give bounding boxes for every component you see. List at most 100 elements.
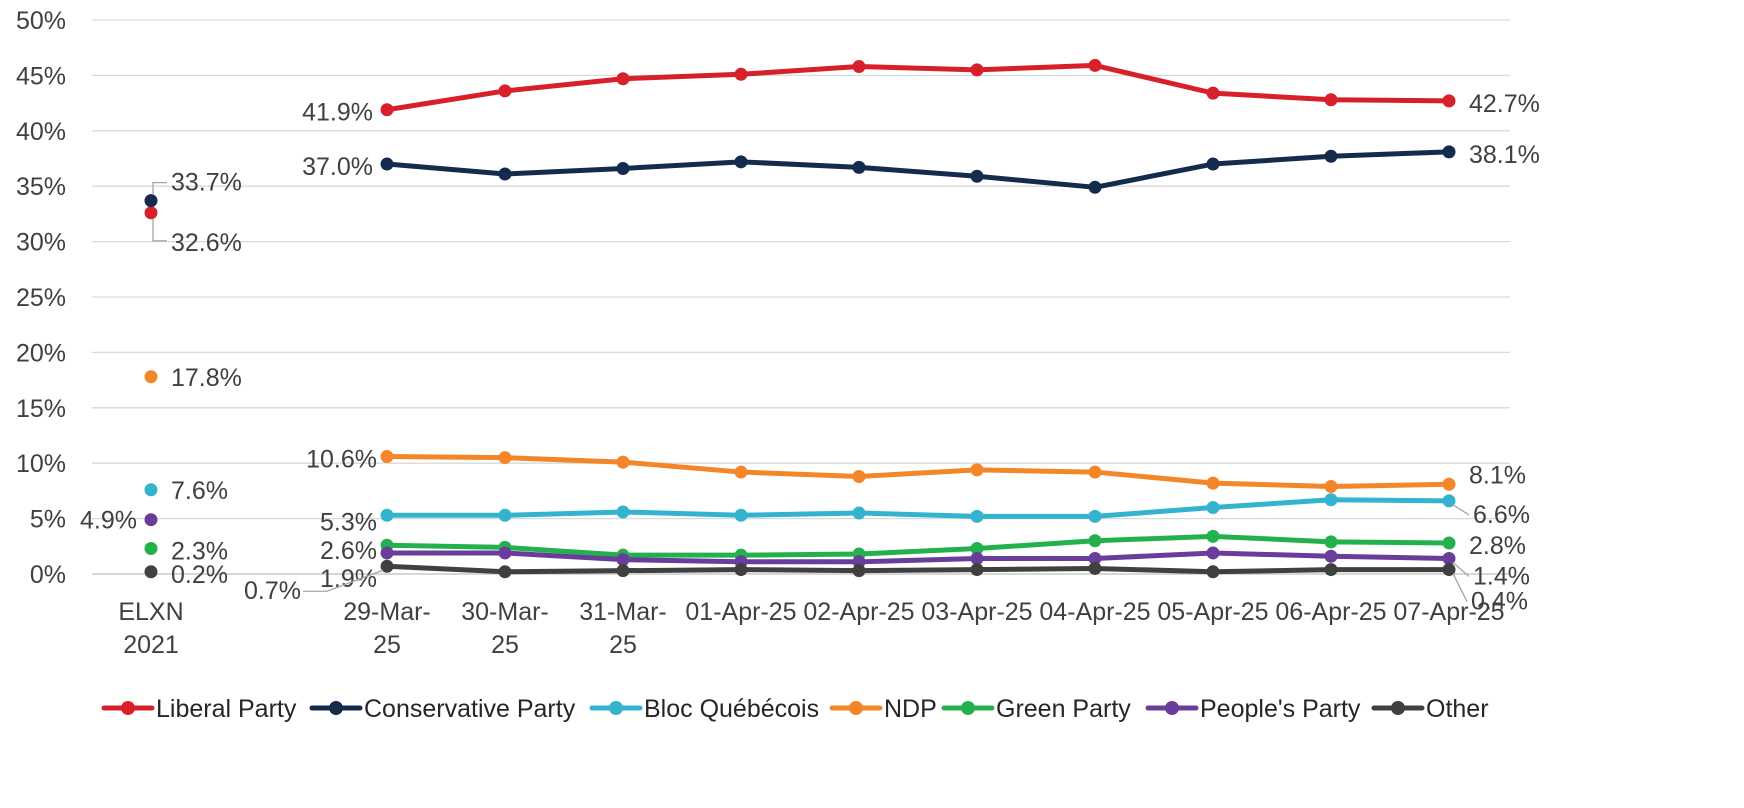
x-tick-label: 31-Mar- bbox=[579, 598, 667, 626]
legend: Liberal Party Conservative Party Bloc Québ… bbox=[101, 695, 1489, 723]
x-tick-label-election: 2021 bbox=[123, 631, 179, 659]
data-point-other bbox=[1442, 563, 1456, 577]
data-point-conservative-party bbox=[970, 169, 984, 183]
first-label-ndp: 10.6% bbox=[306, 446, 377, 474]
data-point-green-party bbox=[1324, 535, 1338, 549]
election-label-green-party: 2.3% bbox=[171, 538, 228, 566]
data-point-bloc-qu-b-cois bbox=[1206, 501, 1220, 515]
data-point-people-s-party bbox=[1324, 549, 1338, 563]
data-point-conservative-party bbox=[852, 160, 866, 174]
y-axis: 0% 5% 10% 15% 20% 25% 30% 35% 40% 45% 50% bbox=[16, 7, 66, 589]
data-point-people-s-party bbox=[380, 546, 394, 560]
data-point-other bbox=[970, 563, 984, 577]
x-tick-label: 05-Apr-25 bbox=[1157, 598, 1268, 626]
data-point-people-s-party bbox=[1088, 551, 1102, 565]
x-tick-label: 07-Apr-25 bbox=[1393, 598, 1504, 626]
data-point-bloc-qu-b-cois bbox=[1324, 493, 1338, 507]
legend-label-other: Other bbox=[1426, 695, 1489, 723]
last-label-bloc-qu-b-cois: 6.6% bbox=[1473, 501, 1530, 529]
data-point-ndp bbox=[380, 450, 394, 464]
x-tick-label: 29-Mar- bbox=[343, 598, 431, 626]
election-point-green-party bbox=[144, 542, 158, 556]
series-line-other bbox=[384, 563, 1452, 575]
data-point-bloc-qu-b-cois bbox=[852, 506, 866, 520]
data-point-other bbox=[852, 564, 866, 578]
y-tick-label: 40% bbox=[16, 118, 66, 146]
first-label-conservative-party: 37.0% bbox=[302, 153, 373, 181]
data-point-liberal-party bbox=[1088, 58, 1102, 72]
series-group bbox=[144, 58, 1456, 579]
data-point-green-party bbox=[1088, 534, 1102, 548]
first-label-liberal-party: 41.9% bbox=[302, 99, 373, 127]
series-line-conservative-party bbox=[384, 149, 1452, 190]
series-line-bloc-qu-b-cois bbox=[384, 497, 1452, 519]
data-point-liberal-party bbox=[852, 60, 866, 74]
data-point-liberal-party bbox=[498, 84, 512, 98]
data-point-ndp bbox=[734, 465, 748, 479]
data-point-conservative-party bbox=[1206, 157, 1220, 171]
y-tick-label: 15% bbox=[16, 395, 66, 423]
leader-line bbox=[1452, 561, 1470, 577]
data-labels: 32.6% 41.9% 42.7% 33.7% 37.0% 38.1% 7.6% 5.3% 6.… bbox=[80, 90, 1540, 616]
data-point-people-s-party bbox=[498, 546, 512, 560]
first-label-green-party: 2.6% bbox=[320, 537, 377, 565]
legend-label-green-party: Green Party bbox=[996, 695, 1131, 723]
legend-label-ndp: NDP bbox=[884, 695, 937, 723]
data-point-people-s-party bbox=[970, 551, 984, 565]
data-point-other bbox=[1206, 565, 1220, 579]
legend-label-liberal-party: Liberal Party bbox=[156, 695, 297, 723]
data-point-other bbox=[380, 559, 394, 573]
data-point-bloc-qu-b-cois bbox=[734, 508, 748, 522]
data-point-bloc-qu-b-cois bbox=[616, 505, 630, 519]
data-point-ndp bbox=[616, 455, 630, 469]
data-point-liberal-party bbox=[616, 72, 630, 86]
data-point-bloc-qu-b-cois bbox=[970, 509, 984, 523]
last-label-people-s-party: 1.4% bbox=[1473, 562, 1530, 590]
data-point-other bbox=[498, 565, 512, 579]
election-label-people-s-party: 4.9% bbox=[80, 507, 137, 535]
election-point-other bbox=[144, 565, 158, 579]
data-point-ndp bbox=[1206, 476, 1220, 490]
data-point-liberal-party bbox=[1206, 86, 1220, 100]
leader-line bbox=[152, 218, 167, 242]
first-label-bloc-qu-b-cois: 5.3% bbox=[320, 508, 377, 536]
data-point-ndp bbox=[1442, 477, 1456, 491]
leader-line bbox=[1452, 504, 1470, 516]
x-tick-label: 06-Apr-25 bbox=[1275, 598, 1386, 626]
data-point-ndp bbox=[852, 469, 866, 483]
election-label-liberal-party: 32.6% bbox=[171, 229, 242, 257]
election-point-bloc-qu-b-cois bbox=[144, 483, 158, 497]
leader-line bbox=[152, 181, 167, 195]
legend-marker-people-s-party bbox=[1165, 701, 1179, 715]
x-tick-label: 25 bbox=[609, 631, 637, 659]
legend-marker-ndp bbox=[849, 701, 863, 715]
data-point-bloc-qu-b-cois bbox=[1088, 509, 1102, 523]
x-tick-label: 04-Apr-25 bbox=[1039, 598, 1150, 626]
series-line-ndp bbox=[384, 454, 1452, 489]
y-tick-label: 30% bbox=[16, 229, 66, 257]
data-point-conservative-party bbox=[616, 161, 630, 175]
y-tick-label: 20% bbox=[16, 339, 66, 367]
legend-label-conservative-party: Conservative Party bbox=[364, 695, 576, 723]
y-tick-label: 25% bbox=[16, 284, 66, 312]
election-point-conservative-party bbox=[144, 194, 158, 208]
series-line-green-party bbox=[384, 533, 1452, 558]
last-label-ndp: 8.1% bbox=[1469, 461, 1526, 489]
last-label-conservative-party: 38.1% bbox=[1469, 141, 1540, 169]
data-point-ndp bbox=[1324, 479, 1338, 493]
series-line-liberal-party bbox=[384, 62, 1452, 113]
first-label-other: 0.7% bbox=[244, 577, 301, 605]
x-tick-label: 25 bbox=[491, 631, 519, 659]
data-point-conservative-party bbox=[1442, 145, 1456, 159]
data-point-liberal-party bbox=[380, 103, 394, 117]
data-point-conservative-party bbox=[1324, 149, 1338, 163]
election-label-ndp: 17.8% bbox=[171, 364, 242, 392]
data-point-liberal-party bbox=[1442, 94, 1456, 108]
legend-marker-liberal-party bbox=[121, 701, 135, 715]
data-point-liberal-party bbox=[1324, 93, 1338, 107]
data-point-people-s-party bbox=[1206, 546, 1220, 560]
last-label-green-party: 2.8% bbox=[1469, 532, 1526, 560]
x-axis: ELXN 2021 29-Mar- 25 30-Mar- 25 31-Mar- 25 01-Ap… bbox=[118, 598, 1504, 659]
leader-line bbox=[303, 569, 384, 592]
